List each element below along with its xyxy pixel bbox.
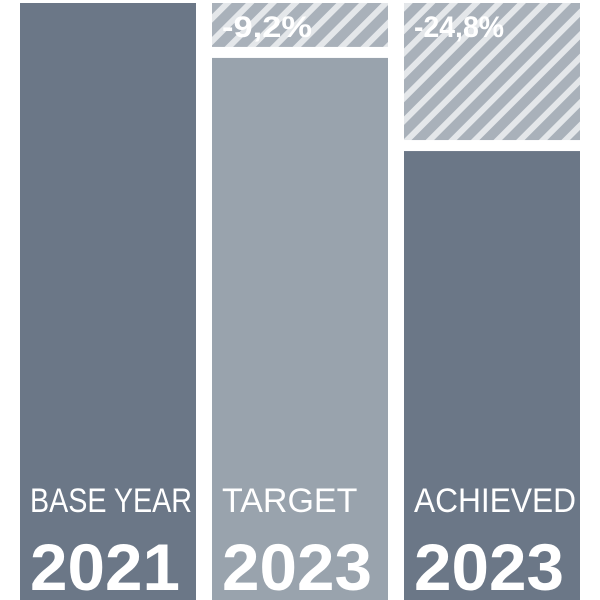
reduction-bar <box>404 3 580 141</box>
category-label: BASE YEAR <box>30 482 192 520</box>
bar <box>212 57 388 600</box>
year-label: 2021 <box>30 530 180 600</box>
bar <box>404 151 580 600</box>
reduction-label: -24,8% <box>414 11 504 44</box>
category-label: TARGET <box>222 482 357 520</box>
year-label: 2023 <box>222 530 372 600</box>
reduction-label: -9,2% <box>222 11 312 44</box>
bar <box>20 3 196 600</box>
category-label: ACHIEVED <box>414 482 576 520</box>
year-label: 2023 <box>414 530 564 600</box>
reduction-bar <box>212 3 388 47</box>
